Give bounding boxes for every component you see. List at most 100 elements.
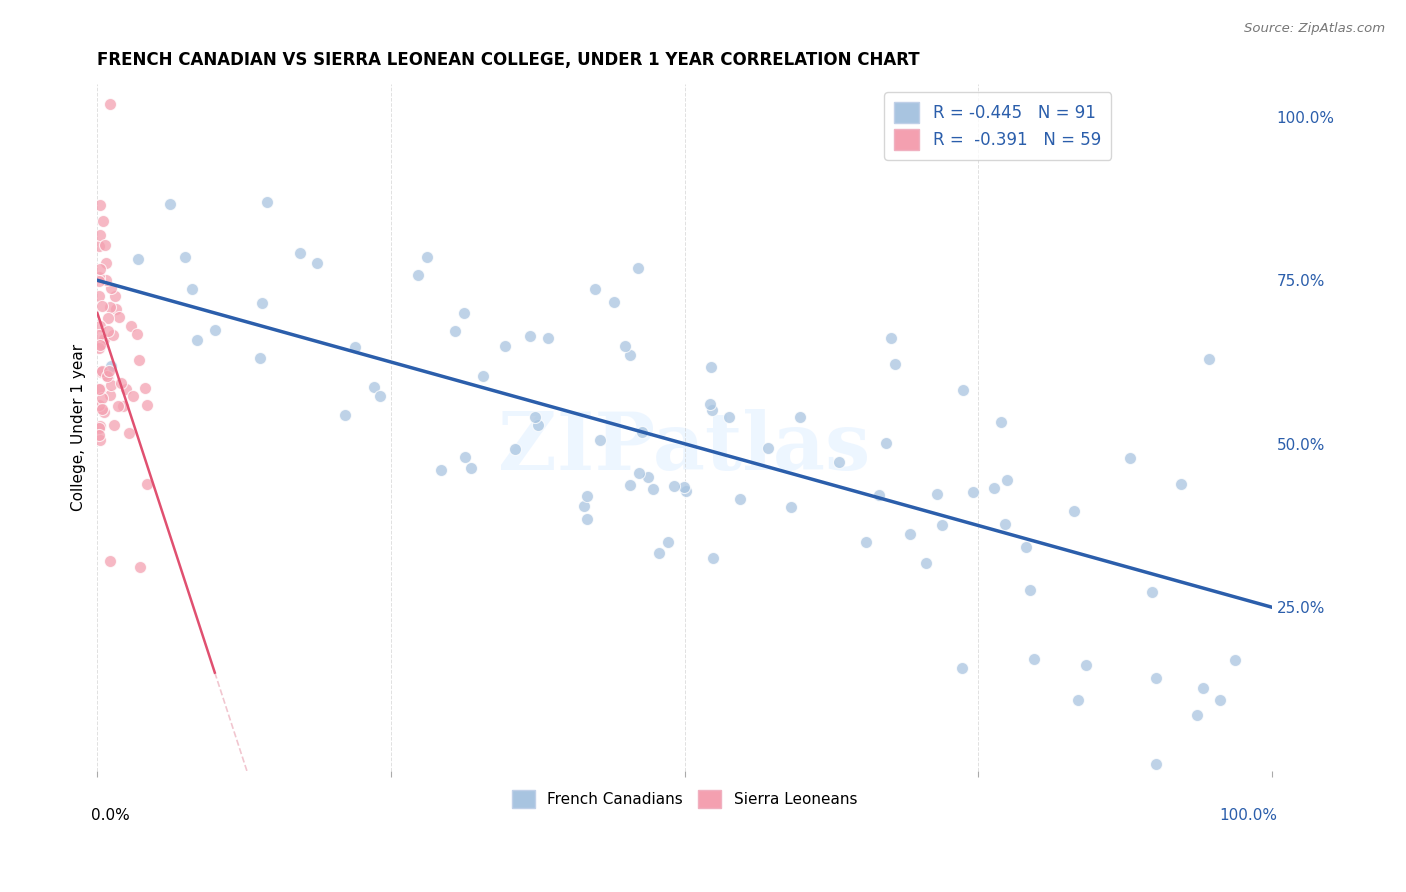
Point <box>91 392 114 406</box>
Point <box>1223 653 1246 667</box>
Point <box>647 546 669 560</box>
Point <box>730 491 752 506</box>
Point <box>128 560 150 574</box>
Point <box>103 417 125 432</box>
Point <box>575 512 598 526</box>
Point <box>89 289 111 303</box>
Point <box>471 369 494 384</box>
Point <box>90 299 112 313</box>
Point <box>962 484 984 499</box>
Point <box>174 250 197 264</box>
Point <box>94 256 117 270</box>
Point <box>89 338 111 352</box>
Point <box>96 369 118 384</box>
Point <box>526 418 548 433</box>
Point <box>884 357 907 371</box>
Point <box>87 239 110 253</box>
Point <box>505 442 527 456</box>
Point <box>122 389 145 403</box>
Point <box>100 281 122 295</box>
Point <box>305 255 328 269</box>
Point <box>700 403 723 417</box>
Point <box>855 535 877 549</box>
Point <box>952 383 974 397</box>
Point <box>536 331 558 345</box>
Point <box>460 460 482 475</box>
Point <box>108 310 131 324</box>
Point <box>89 228 111 243</box>
Point <box>1074 658 1097 673</box>
Point <box>204 323 226 337</box>
Point <box>125 327 148 342</box>
Point <box>1185 707 1208 722</box>
Point <box>104 302 127 317</box>
Point <box>135 476 157 491</box>
Point <box>333 409 356 423</box>
Text: FRENCH CANADIAN VS SIERRA LEONEAN COLLEGE, UNDER 1 YEAR CORRELATION CHART: FRENCH CANADIAN VS SIERRA LEONEAN COLLEG… <box>97 51 920 69</box>
Point <box>93 332 115 346</box>
Point <box>97 324 120 338</box>
Point <box>868 488 890 502</box>
Point <box>575 489 598 503</box>
Point <box>1144 671 1167 685</box>
Point <box>89 383 111 397</box>
Point <box>828 454 851 468</box>
Point <box>94 237 117 252</box>
Point <box>91 214 114 228</box>
Point <box>97 364 120 378</box>
Point <box>444 324 467 338</box>
Point <box>657 535 679 549</box>
Point <box>101 328 124 343</box>
Point <box>343 340 366 354</box>
Point <box>89 328 111 343</box>
Point <box>914 556 936 570</box>
Point <box>87 382 110 396</box>
Point <box>519 329 541 343</box>
Point <box>702 551 724 566</box>
Point <box>134 380 156 394</box>
Point <box>983 482 1005 496</box>
Point <box>100 359 122 373</box>
Point <box>603 295 626 310</box>
Point <box>1063 504 1085 518</box>
Point <box>700 359 723 374</box>
Point <box>756 442 779 456</box>
Point <box>98 554 121 568</box>
Legend: French Canadians, Sierra Leoneans: French Canadians, Sierra Leoneans <box>506 784 863 814</box>
Point <box>950 661 973 675</box>
Point <box>120 318 142 333</box>
Point <box>619 478 641 492</box>
Point <box>111 400 134 414</box>
Point <box>252 295 274 310</box>
Point <box>87 421 110 435</box>
Point <box>1015 540 1038 554</box>
Point <box>98 300 121 314</box>
Point <box>875 435 897 450</box>
Point <box>619 348 641 362</box>
Point <box>135 398 157 412</box>
Point <box>128 352 150 367</box>
Point <box>699 396 721 410</box>
Point <box>1170 476 1192 491</box>
Point <box>89 262 111 277</box>
Point <box>1019 582 1042 597</box>
Point <box>97 370 120 384</box>
Point <box>256 195 278 210</box>
Point <box>995 473 1018 487</box>
Point <box>789 409 811 424</box>
Point <box>613 339 636 353</box>
Point <box>93 405 115 419</box>
Point <box>780 500 803 515</box>
Point <box>637 470 659 484</box>
Point <box>1198 351 1220 366</box>
Point <box>114 382 136 396</box>
Point <box>98 387 121 401</box>
Point <box>416 250 439 264</box>
Point <box>1142 585 1164 599</box>
Text: ZIPatlas: ZIPatlas <box>499 409 870 487</box>
Point <box>104 289 127 303</box>
Point <box>1209 693 1232 707</box>
Point <box>249 351 271 365</box>
Point <box>368 389 391 403</box>
Point <box>98 96 121 111</box>
